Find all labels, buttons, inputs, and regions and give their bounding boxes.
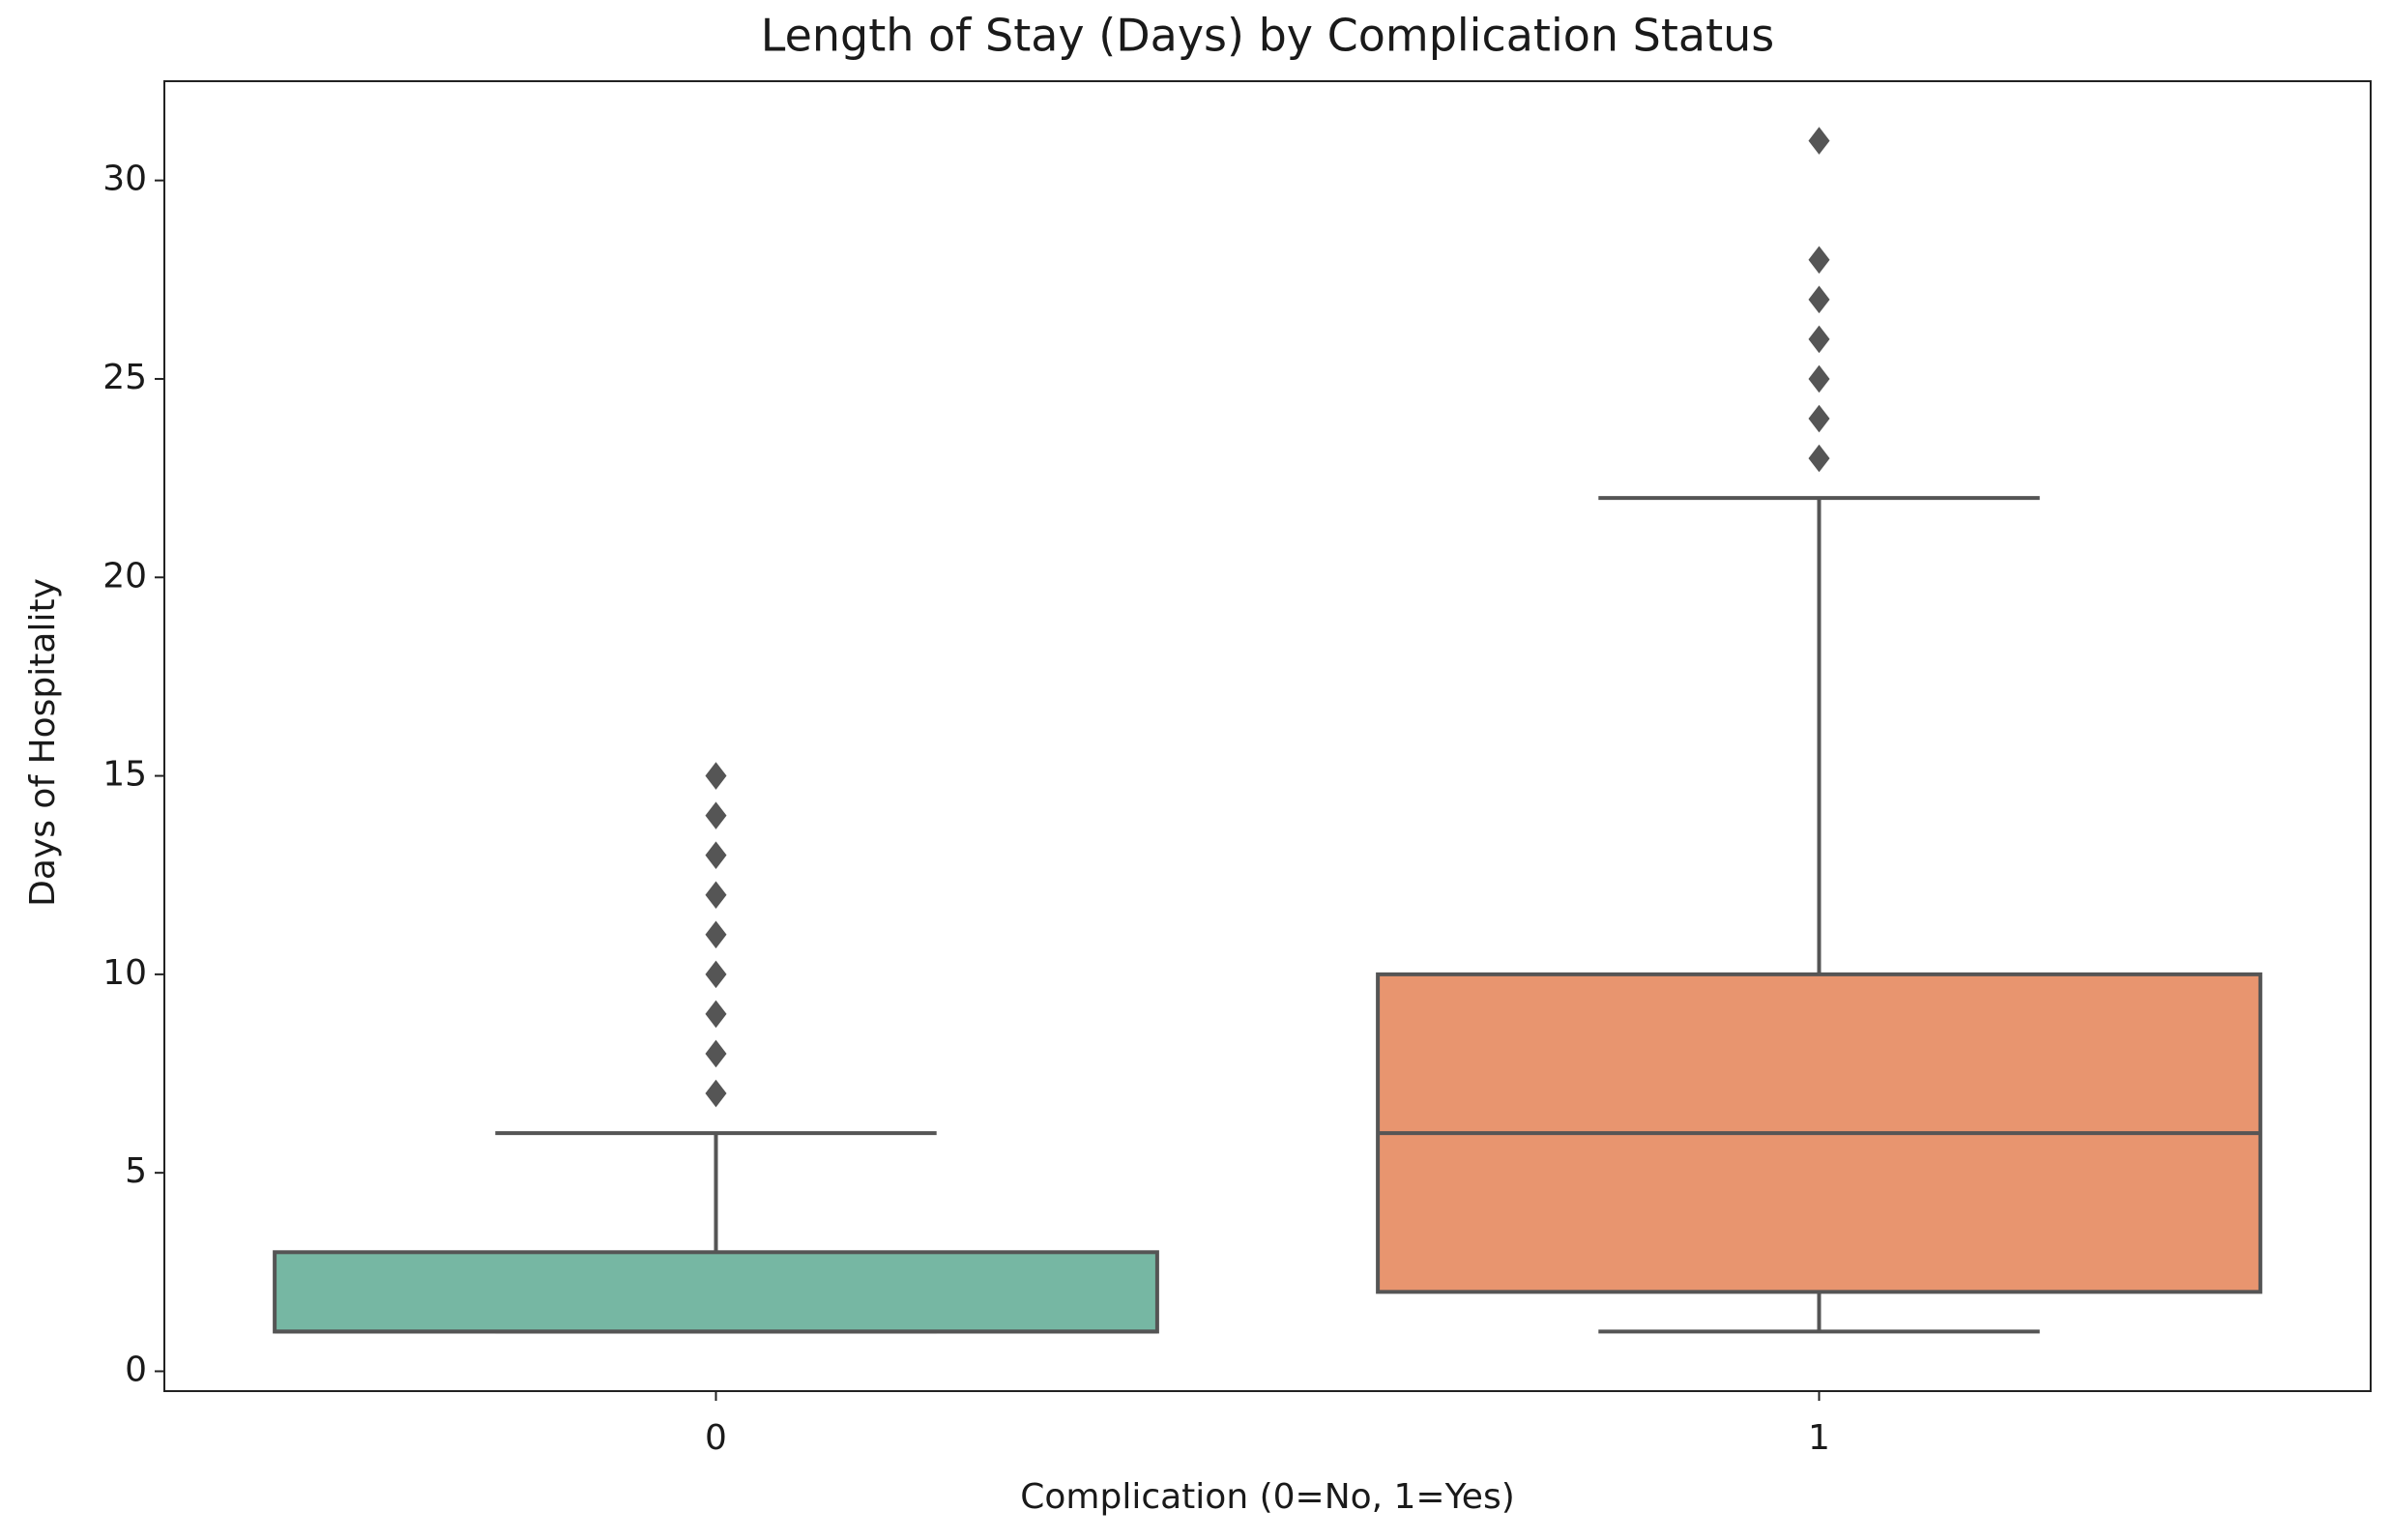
flier — [705, 841, 727, 869]
y-tick-label: 25 — [102, 358, 147, 397]
flier — [705, 881, 727, 910]
flier — [1808, 444, 1830, 473]
flier — [1808, 404, 1830, 433]
flier — [1808, 127, 1830, 155]
plot-frame — [163, 80, 2372, 1392]
box — [273, 1250, 1159, 1334]
x-axis-label: Complication (0=No, 1=Yes) — [1020, 1477, 1515, 1517]
y-tick-label: 30 — [102, 160, 147, 199]
x-tick-label: 0 — [705, 1418, 727, 1458]
flier — [1808, 246, 1830, 275]
flier — [705, 1000, 727, 1029]
flier — [705, 960, 727, 989]
flier — [705, 1079, 727, 1108]
flier — [705, 801, 727, 829]
flier — [1808, 364, 1830, 393]
y-tick-label: 15 — [102, 755, 147, 795]
flier — [705, 1039, 727, 1068]
y-axis-label: Days of Hospitality — [23, 578, 63, 907]
flier — [1808, 285, 1830, 314]
y-tick-label: 0 — [125, 1350, 147, 1389]
x-tick-label: 1 — [1808, 1418, 1830, 1458]
flier — [1808, 325, 1830, 354]
chart-title: Length of Stay (Days) by Complication St… — [761, 10, 1775, 62]
y-tick-label: 5 — [125, 1151, 147, 1191]
y-tick-label: 20 — [102, 556, 147, 596]
flier — [705, 762, 727, 790]
y-tick-label: 10 — [102, 953, 147, 993]
flier — [705, 920, 727, 949]
